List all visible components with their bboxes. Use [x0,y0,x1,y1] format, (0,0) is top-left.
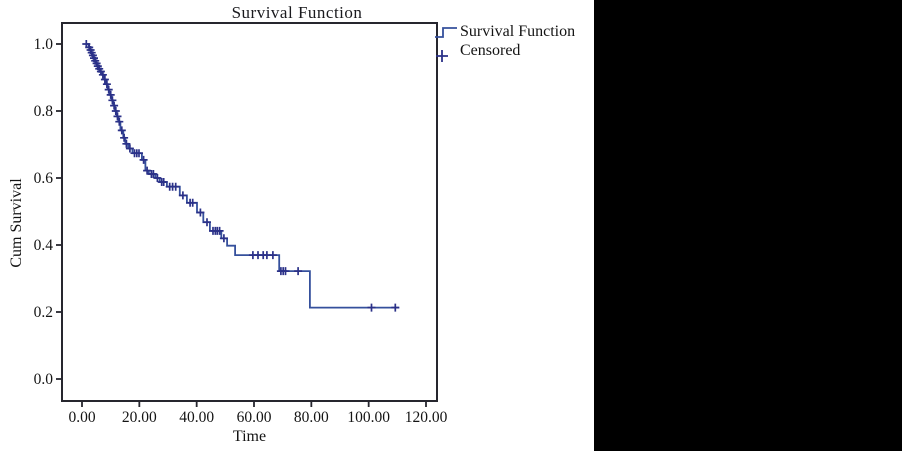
censored-plus-marker [215,226,224,235]
censored-plus-marker [122,139,131,148]
censored-plus-marker [108,96,117,105]
y-tick-label: 0.4 [34,237,54,254]
y-tick-label: 1.0 [34,36,54,53]
censored-plus-marker [153,174,162,182]
legend-item-survival-function: Survival Function [434,22,594,41]
censored-plus-marker [219,234,228,243]
survival-plot: 1.0 0.8 0.6 0.4 0.2 0.0 0.00 20.00 40.00 60.00 80.… [34,22,448,426]
censored-plus-marker [100,75,109,84]
censored-plus-marker [143,166,152,175]
x-tick-label: 40.00 [179,409,214,426]
censored-plus-marker [125,144,134,153]
censored-plus-marker [178,191,187,200]
legend-item-censored: Censored [434,41,594,62]
censored-plus-marker [104,85,113,94]
censored-plus-marker [111,107,120,115]
y-tick-label: 0.6 [34,170,54,187]
x-tick-label: 120.00 [405,409,448,426]
chart-title: Survival Function [231,3,363,22]
censored-plus-marker [391,303,400,312]
legend-label-censored: Censored [460,41,521,59]
censored-plus-marker [159,178,168,186]
censored-plus-marker [115,117,124,126]
y-tick-label: 0.2 [34,304,53,321]
censored-plus-marker [117,126,126,135]
censored-plus-marker [135,149,143,158]
x-tick-label: 60.00 [237,409,272,426]
censored-plus-marker [268,251,277,260]
survival-step-line [86,43,400,309]
censored-plus-marker [98,70,107,79]
legend-label-survival-function: Survival Function [460,22,576,40]
plot-frame [61,22,438,402]
censored-plus-marker [367,303,376,312]
censored-plus-marker [196,208,205,217]
censored-plus-marker [188,198,197,207]
censored-plus-marker [149,170,158,178]
censored-plus-marker [281,267,290,276]
censored-plus-marker [139,155,148,164]
legend: Survival Function Censored [434,22,594,62]
y-tick-label: 0.0 [34,371,54,388]
censored-markers [82,40,400,312]
step-line-icon [435,26,457,38]
plus-marker-icon [436,49,448,62]
censored-plus-marker [113,112,122,121]
censored-plus-marker [110,101,119,110]
censored-plus-marker [120,133,129,142]
x-axis-title: Time [232,428,267,445]
x-tick-label: 80.00 [294,409,329,426]
censored-plus-marker [203,218,211,227]
x-tick-label: 0.00 [68,409,95,426]
x-tick-label: 20.00 [122,409,157,426]
letterbox-black-region [594,0,902,451]
chart-panel: Survival Function 1.0 0.8 0.6 0.4 0.2 0.0 0.00… [0,0,594,451]
censored-plus-marker [294,267,303,276]
x-tick-label: 100.00 [347,409,390,426]
y-tick-label: 0.8 [34,103,54,120]
censored-plus-marker [171,182,180,191]
censored-plus-marker [102,80,111,89]
y-axis-title: Cum Survival [8,178,25,268]
censored-plus-marker [106,90,115,99]
